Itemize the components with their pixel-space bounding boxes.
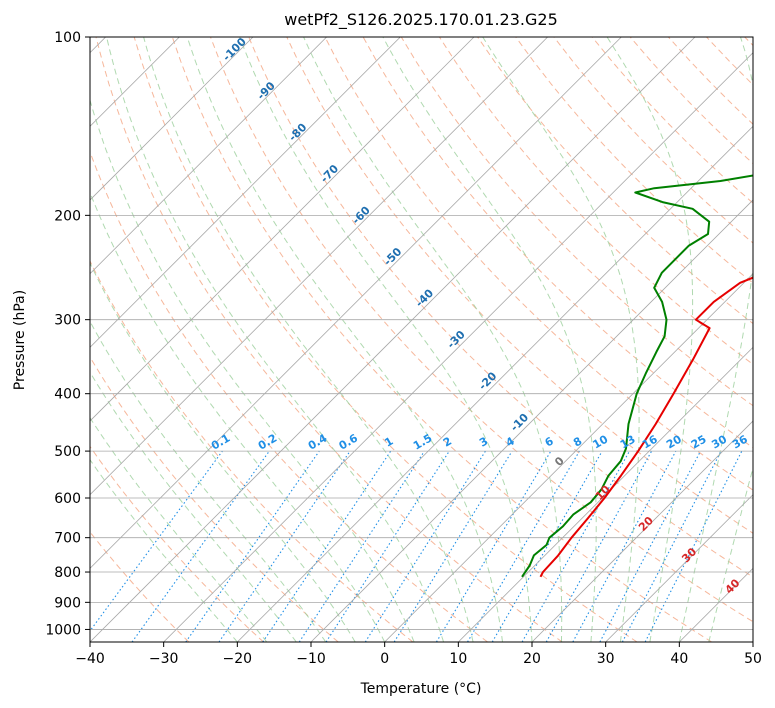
moist-adiabat-line xyxy=(382,37,597,642)
isotherm-line xyxy=(384,273,753,642)
dry-adiabat-line xyxy=(95,37,563,642)
isotherm-line xyxy=(163,52,753,642)
mixing-ratio-line xyxy=(364,450,486,642)
moist-adiabat-line xyxy=(90,261,356,642)
y-tick-label: 200 xyxy=(54,208,81,224)
y-tick-label: 100 xyxy=(54,30,81,46)
mixing-ratio-line xyxy=(393,450,513,642)
y-tick-label: 1000 xyxy=(45,622,81,638)
x-tick-label: 30 xyxy=(597,651,615,667)
isobars xyxy=(90,37,753,630)
mixing-ratio-line xyxy=(185,450,320,642)
mixing-ratio-line xyxy=(491,450,603,642)
dry-adiabat-line xyxy=(324,37,753,491)
y-tick-label: 700 xyxy=(54,531,81,547)
isotherm-line xyxy=(90,37,401,348)
dry-adiabats xyxy=(90,37,753,642)
dry-adiabat-line xyxy=(210,37,753,623)
moist-adiabat-line xyxy=(90,320,327,642)
dry-adiabat-line xyxy=(133,37,638,642)
isotherm-line xyxy=(90,37,548,496)
dry-adiabat-line xyxy=(286,37,753,534)
x-tick-label: 0 xyxy=(380,651,389,667)
x-tick-label: 10 xyxy=(449,651,467,667)
moist-adiabat-line xyxy=(239,37,533,642)
moist-adiabat-line xyxy=(186,37,503,642)
y-tick-label: 900 xyxy=(54,595,81,611)
y-tick-label: 800 xyxy=(54,565,81,581)
moist-adiabat-line xyxy=(106,37,445,642)
isotherm-line xyxy=(90,37,696,642)
mixing-ratio-line xyxy=(467,450,580,642)
isotherm-line xyxy=(237,125,753,642)
isotherm-line xyxy=(90,37,622,569)
isotherm-line xyxy=(458,346,753,642)
moist-adiabat-line xyxy=(90,98,415,642)
moist-adiabat-line xyxy=(678,37,753,642)
isotherm-line xyxy=(90,37,475,422)
x-tick-label: 20 xyxy=(523,651,541,667)
mixing-ratio-line xyxy=(435,450,552,642)
y-tick-label: 600 xyxy=(54,491,81,507)
x-tick-label: −40 xyxy=(75,651,105,667)
moist-adiabat-line xyxy=(90,191,386,642)
x-axis: −40 −30 −20 −10 0 10 20 30 40 50 xyxy=(75,642,762,667)
dry-adiabat-line xyxy=(90,445,264,642)
y-tick-label: 300 xyxy=(54,313,81,329)
isotherms xyxy=(90,37,753,642)
mixing-ratio-line xyxy=(521,450,630,642)
isotherm-line xyxy=(310,199,753,642)
moist-adiabat-line xyxy=(708,466,753,642)
isotherm-line xyxy=(605,494,753,642)
mixing-ratio-line xyxy=(218,450,351,642)
isotherm-line xyxy=(531,420,753,642)
x-tick-label: −10 xyxy=(296,651,326,667)
moist-adiabat-line xyxy=(90,458,238,642)
x-tick-label: −20 xyxy=(223,651,253,667)
x-tick-label: −30 xyxy=(149,651,179,667)
x-axis-title: Temperature (°C) xyxy=(360,681,482,697)
chart-title: wetPf2_S126.2025.170.01.23.G25 xyxy=(284,10,558,30)
moist-adiabat-line xyxy=(606,37,694,642)
y-axis-title: Pressure (hPa) xyxy=(12,290,28,390)
sounding-series xyxy=(521,174,753,578)
dry-adiabat-line xyxy=(90,356,339,642)
mixing-ratio-line xyxy=(325,450,450,642)
dry-adiabat-line xyxy=(171,37,712,642)
sounding-series-line xyxy=(521,174,753,578)
x-tick-label: 40 xyxy=(670,651,688,667)
dry-adiabat-line xyxy=(90,259,414,642)
sounding-series-line xyxy=(539,276,753,578)
moist-adiabat-line xyxy=(303,37,563,642)
y-tick-label: 400 xyxy=(54,387,81,403)
x-tick-label: 50 xyxy=(744,651,762,667)
dry-adiabat-line xyxy=(248,37,753,578)
dry-adiabat-line xyxy=(515,37,753,284)
moist-adiabat-line xyxy=(90,371,297,642)
plot-frame xyxy=(89,36,754,643)
moist-adiabat-line xyxy=(482,37,640,642)
y-axis: 100 200 300 400 500 600 700 800 900 1000 xyxy=(45,30,90,638)
mixing-ratio-line xyxy=(572,450,677,642)
plot-area: -100-90-80-70-60-50-40-30-20-100.1 0.2 0.4… xyxy=(90,37,753,642)
isotherm-line xyxy=(90,37,254,201)
moist-adiabat-line xyxy=(90,416,268,642)
y-tick-label: 500 xyxy=(54,444,81,460)
isotherm-line xyxy=(90,37,327,275)
